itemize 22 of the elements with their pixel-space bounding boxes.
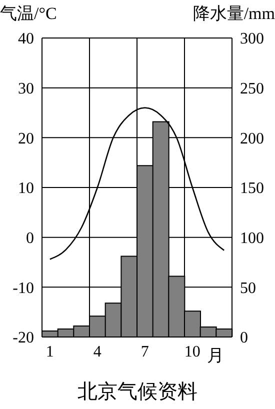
- y-tick-label: 40: [18, 30, 34, 48]
- y2-tick-label: 150: [240, 180, 264, 198]
- text: 北京气候资料: [76, 380, 198, 405]
- y-tick-label: -20: [12, 330, 34, 347]
- x-tick-label: 4: [93, 343, 102, 360]
- y-tick-label: 20: [18, 130, 34, 148]
- y2-tick-label: 250: [240, 80, 264, 98]
- y2-tick-label: 100: [240, 230, 264, 248]
- y2-tick-label: 200: [240, 130, 264, 148]
- x-axis-title: 月: [207, 345, 224, 367]
- y2-tick-label: 300: [240, 30, 264, 48]
- y2-axis-title: 降水量/mm: [192, 3, 275, 25]
- y-tick-label: -10: [12, 280, 34, 297]
- y-tick-label: 10: [18, 180, 34, 198]
- x-tick-label: 10: [184, 343, 200, 360]
- y-tick-label: 0: [26, 230, 34, 248]
- y-axis-title: 气温/°C: [0, 3, 57, 25]
- x-tick-label: 7: [140, 343, 149, 360]
- y2-tick-label: 50: [240, 280, 256, 297]
- y-tick-label: 30: [18, 80, 34, 98]
- x-tick-label: 1: [46, 343, 54, 360]
- y2-tick-label: 0: [240, 330, 248, 347]
